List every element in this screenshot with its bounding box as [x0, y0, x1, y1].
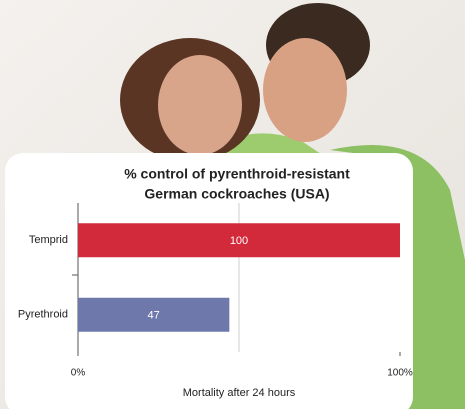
chart: % control of pyrenthroid-resistant Germa…	[0, 0, 465, 409]
chart-title: % control of pyrenthroid-resistant	[124, 166, 350, 182]
x-tick-label: 0%	[71, 368, 86, 379]
chart-title: German cockroaches (USA)	[144, 186, 329, 202]
y-tick-label: Temprid	[29, 234, 68, 246]
value-label: 47	[148, 310, 160, 322]
photo-face	[263, 38, 347, 142]
page: % control of pyrenthroid-resistant Germa…	[0, 0, 465, 409]
photo-face	[158, 55, 242, 155]
value-label: 100	[230, 235, 248, 247]
x-axis-label: Mortality after 24 hours	[183, 387, 296, 399]
y-tick-label: Pyrethroid	[18, 309, 68, 321]
x-tick-label: 100%	[387, 368, 413, 379]
